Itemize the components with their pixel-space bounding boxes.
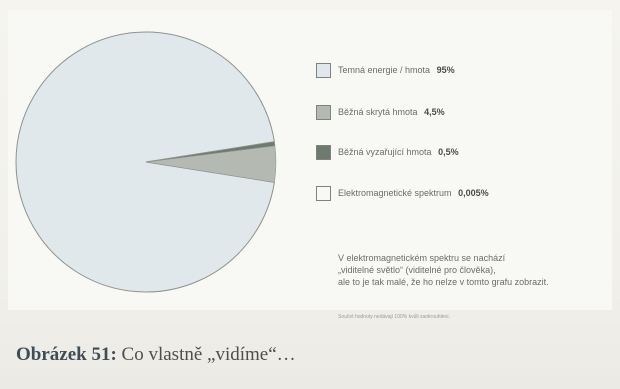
legend-item-dark-energy: Temná energie / hmota 95% [316,60,455,80]
legend-label-em-spectrum: Elektromagnetické spektrum [338,188,452,198]
note-line-3: ale to je tak malé, že ho nelze v tomto … [338,277,549,287]
legend-swatch-dark-energy [316,62,331,78]
figure-caption: Obrázek 51: Co vlastně „vidíme“… [16,344,296,366]
pie-slice-dark-energy [15,31,275,293]
pie-chart [15,31,277,293]
pie-slice-em-spectrum [145,141,275,163]
legend-swatch-luminous-matter [316,144,331,160]
note-line-1: V elektromagnetickém spektru se nachází [338,253,506,263]
visible-light-note: V elektromagnetickém spektru se nachází … [338,252,549,288]
figure-caption-label: Obrázek 51: [16,344,117,365]
legend-swatch-dark-matter [316,104,331,120]
note-line-2: „viditelné světlo“ (viditelné pro člověk… [338,265,496,275]
legend-item-em-spectrum: Elektromagnetické spektrum 0,005% [316,183,489,203]
legend-swatch-em-spectrum [316,185,331,201]
legend-item-luminous-matter: Běžná vyzařující hmota 0,5% [316,142,459,162]
legend-item-dark-matter: Běžná skrytá hmota 4,5% [316,102,445,122]
legend-value-luminous-matter: 0,5% [438,147,459,157]
legend-value-em-spectrum: 0,005% [458,188,489,198]
legend-label-dark-energy: Temná energie / hmota [338,65,431,75]
rounding-footnote: Součet hodnoty nedávají 100% kvůli zaokr… [338,314,451,320]
chart-panel: Temná energie / hmota 95% Běžná skrytá h… [8,10,612,320]
legend-value-dark-energy: 95% [436,65,455,75]
figure-caption-text: Co vlastně „vidíme“… [121,344,296,365]
legend-label-dark-matter: Běžná skrytá hmota [338,107,418,117]
legend-label-luminous-matter: Běžná vyzařující hmota [338,147,432,157]
legend-value-dark-matter: 4,5% [424,107,445,117]
